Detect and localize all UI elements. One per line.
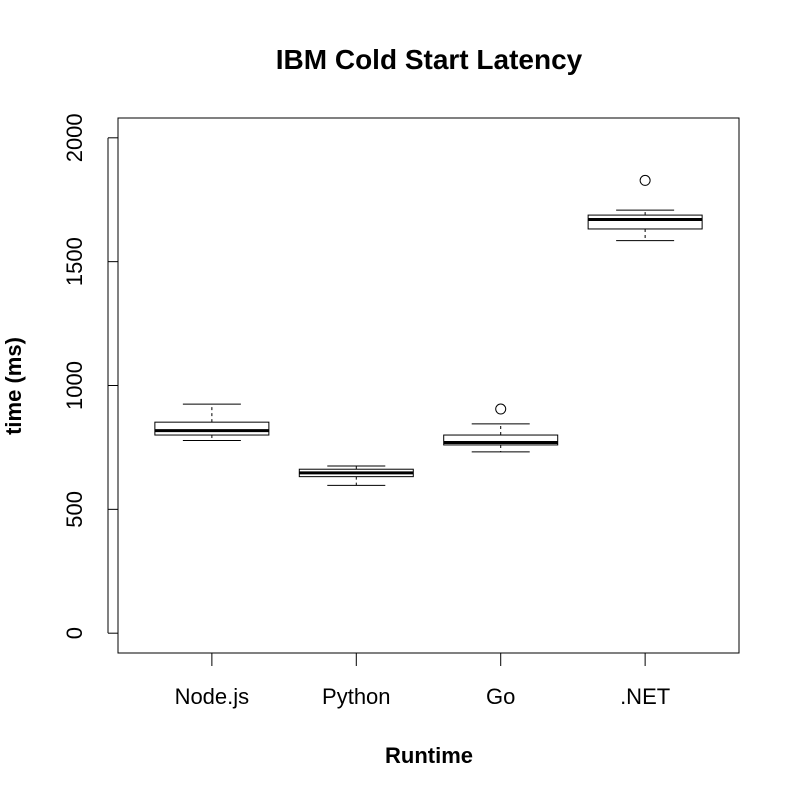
box-2 bbox=[443, 403, 559, 453]
iqr-box bbox=[443, 434, 559, 446]
iqr-box bbox=[587, 214, 703, 230]
y-tick-label: 1000 bbox=[62, 361, 87, 410]
chart-title: IBM Cold Start Latency bbox=[276, 44, 583, 75]
x-tick-label: .NET bbox=[620, 684, 670, 709]
y-tick-label: 2000 bbox=[62, 113, 87, 162]
y-axis: 0 500 1000 1500 2000 bbox=[62, 113, 118, 639]
outlier-point bbox=[639, 174, 651, 186]
box-3 bbox=[587, 174, 703, 242]
y-tick-label: 1500 bbox=[62, 237, 87, 286]
y-tick-label: 500 bbox=[62, 491, 87, 528]
box-0 bbox=[154, 403, 270, 441]
y-axis-label: time (ms) bbox=[1, 337, 26, 435]
x-axis-label: Runtime bbox=[385, 743, 473, 768]
x-tick-label: Node.js bbox=[175, 684, 250, 709]
y-tick-label: 0 bbox=[62, 627, 87, 639]
box-1 bbox=[298, 465, 414, 486]
x-tick-label: Go bbox=[486, 684, 515, 709]
x-axis: Node.js Python Go .NET bbox=[175, 652, 670, 709]
iqr-box bbox=[154, 421, 270, 436]
box-series bbox=[154, 174, 703, 486]
outlier-point bbox=[495, 403, 507, 415]
x-tick-label: Python bbox=[322, 684, 391, 709]
plot-frame bbox=[117, 117, 740, 654]
